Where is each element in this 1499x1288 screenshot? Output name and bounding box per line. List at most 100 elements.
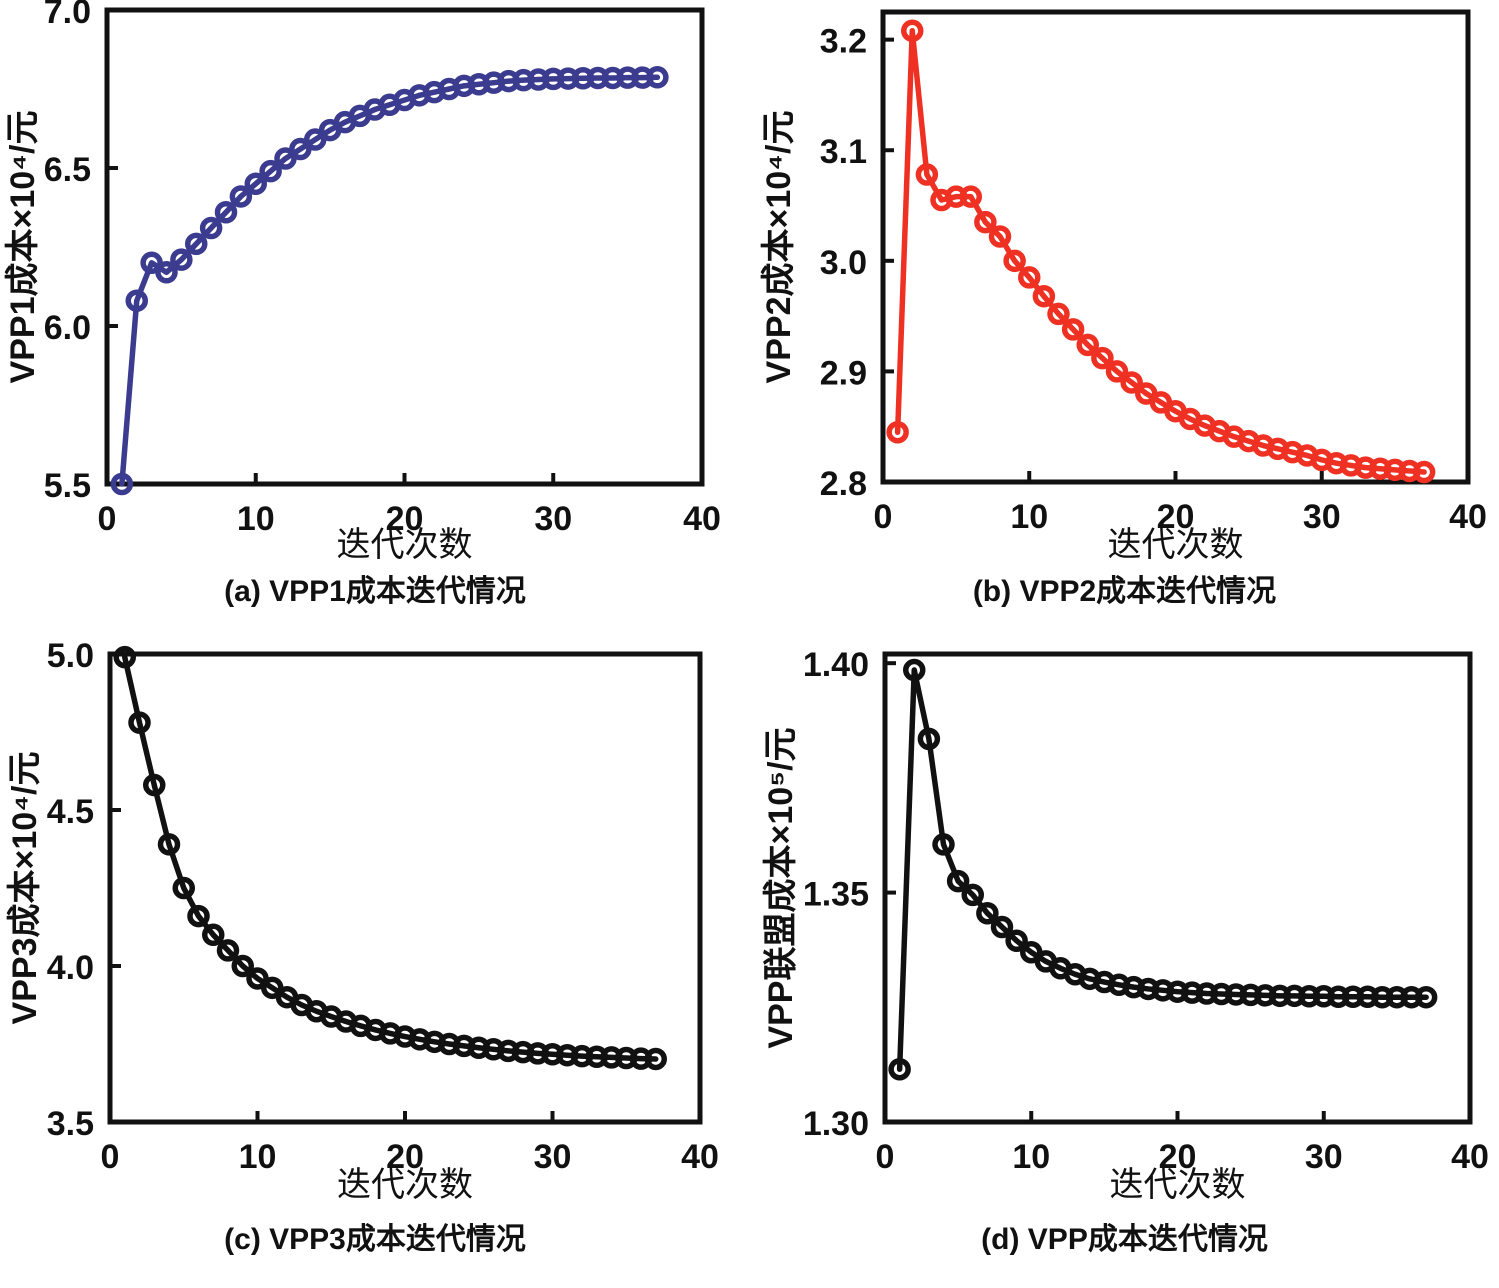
data-point bbox=[202, 923, 225, 947]
x-axis-title: 迭代次数 bbox=[337, 526, 473, 564]
data-point bbox=[113, 645, 136, 669]
data-point bbox=[1018, 266, 1041, 289]
y-tick-label: 1.40 bbox=[803, 646, 869, 684]
panel-c: 3.5 4.0 4.5 5.0 0 10 20 30 40 迭代次数 VPP3成本×10⁴/元 (c… bbox=[0, 640, 750, 1288]
data-point bbox=[1061, 318, 1085, 341]
y-tick-label: 1.35 bbox=[803, 876, 869, 914]
data-point bbox=[644, 1047, 667, 1071]
y-axis-title: VPP2成本×10⁴/元 bbox=[760, 111, 798, 384]
x-tick-label: 30 bbox=[534, 500, 572, 538]
x-tick-label: 40 bbox=[683, 500, 721, 538]
chart-a: 5.5 6.0 6.5 7.0 0 10 20 30 40 迭代次数 VPP1成本×10⁴/元 bbox=[4, 0, 721, 564]
chart-b: 2.8 2.9 3.0 3.1 3.2 0 10 20 30 40 迭代次数 VPP2成本×10⁴/元 bbox=[760, 9, 1487, 564]
y-tick-label: 3.2 bbox=[820, 23, 867, 61]
data-point bbox=[1047, 302, 1070, 326]
data-line bbox=[119, 74, 661, 487]
x-tick-label: 20 bbox=[386, 500, 424, 538]
x-tick-label: 10 bbox=[1010, 498, 1048, 536]
data-point bbox=[110, 472, 134, 496]
data-point bbox=[1003, 249, 1026, 273]
y-tick-label: 6.0 bbox=[44, 309, 91, 347]
caption-d: (d) VPP成本迭代情况 bbox=[981, 1223, 1268, 1256]
x-tick-label: 20 bbox=[1159, 1138, 1197, 1176]
x-tick-label: 10 bbox=[1012, 1138, 1050, 1176]
y-axis-title: VPP联盟成本×10⁵/元 bbox=[762, 727, 800, 1048]
y-tick-label: 6.5 bbox=[44, 151, 91, 189]
plot-frame bbox=[107, 651, 703, 1125]
y-tick-label: 1.30 bbox=[803, 1105, 869, 1143]
data-point bbox=[915, 163, 939, 186]
data-point bbox=[140, 251, 163, 275]
panel-b: 2.8 2.9 3.0 3.1 3.2 0 10 20 30 40 迭代次数 VPP2成本×10⁴/元… bbox=[750, 0, 1499, 640]
x-tick-label: 20 bbox=[1157, 498, 1195, 536]
x-axis-title: 迭代次数 bbox=[337, 1166, 473, 1204]
y-axis-title: VPP3成本×10⁴/元 bbox=[6, 752, 44, 1025]
y-axis-title: VPP1成本×10⁴/元 bbox=[4, 111, 42, 384]
y-tick-label: 3.0 bbox=[820, 244, 867, 282]
data-point bbox=[170, 248, 193, 271]
data-point bbox=[988, 225, 1012, 248]
data-point bbox=[961, 883, 984, 907]
data-point bbox=[274, 147, 297, 170]
data-point bbox=[1414, 985, 1438, 1009]
data-point bbox=[261, 976, 284, 1000]
x-tick-label: 30 bbox=[534, 1138, 572, 1176]
data-point bbox=[214, 200, 238, 224]
caption-b: (b) VPP2成本迭代情况 bbox=[972, 575, 1277, 608]
data-point bbox=[990, 915, 1014, 939]
data-point bbox=[888, 1057, 911, 1081]
x-tick-label: 40 bbox=[681, 1138, 719, 1176]
x-tick-label: 40 bbox=[1449, 498, 1487, 536]
data-point bbox=[1091, 346, 1114, 370]
data-markers bbox=[110, 66, 669, 496]
x-tick-label: 20 bbox=[386, 1138, 424, 1176]
data-point bbox=[1105, 360, 1129, 383]
data-point bbox=[886, 420, 909, 444]
panel-d: 1.30 1.35 1.40 0 10 20 30 40 迭代次数 VPP联盟成本×10⁵/元 (… bbox=[750, 640, 1499, 1288]
data-line bbox=[896, 667, 1429, 1072]
data-point bbox=[304, 128, 327, 151]
data-point bbox=[231, 954, 254, 978]
data-point bbox=[172, 876, 195, 900]
panel-a: 5.5 6.0 6.5 7.0 0 10 20 30 40 迭代次数 VPP1成本×10⁴/元 (a… bbox=[0, 0, 750, 640]
data-point bbox=[946, 869, 970, 893]
data-point bbox=[646, 66, 669, 89]
data-point bbox=[1412, 460, 1436, 484]
data-point bbox=[157, 833, 181, 856]
y-tick-label: 2.9 bbox=[820, 354, 867, 392]
data-point bbox=[246, 967, 269, 990]
y-tick-label: 7.0 bbox=[44, 0, 91, 31]
data-point bbox=[917, 727, 941, 751]
data-markers bbox=[886, 19, 1436, 484]
data-point bbox=[128, 711, 151, 734]
data-point bbox=[187, 904, 210, 928]
data-point bbox=[289, 137, 312, 161]
y-tick-label: 3.1 bbox=[820, 133, 867, 171]
x-tick-label: 10 bbox=[237, 500, 275, 538]
data-point bbox=[901, 19, 924, 43]
x-tick-label: 0 bbox=[874, 498, 893, 536]
y-tick-label: 5.0 bbox=[47, 640, 94, 675]
data-markers bbox=[113, 645, 667, 1071]
x-tick-label: 10 bbox=[239, 1138, 277, 1176]
caption-a: (a) VPP1成本迭代情况 bbox=[224, 575, 526, 608]
data-line bbox=[894, 28, 1427, 475]
x-axis-title: 迭代次数 bbox=[1110, 1166, 1246, 1204]
data-point bbox=[1005, 929, 1028, 953]
x-tick-label: 0 bbox=[101, 1138, 120, 1176]
data-point bbox=[125, 289, 148, 312]
data-point bbox=[959, 185, 982, 208]
x-tick-label: 30 bbox=[1305, 1138, 1343, 1176]
data-point bbox=[244, 172, 267, 196]
chart-d: 1.30 1.35 1.40 0 10 20 30 40 迭代次数 VPP联盟成本×10⁵/元 bbox=[762, 646, 1489, 1204]
data-point bbox=[976, 901, 999, 925]
x-tick-label: 0 bbox=[98, 500, 117, 538]
y-tick-label: 2.8 bbox=[820, 465, 867, 503]
y-tick-label: 5.5 bbox=[44, 467, 91, 505]
x-tick-label: 30 bbox=[1303, 498, 1341, 536]
caption-c: (c) VPP3成本迭代情况 bbox=[224, 1223, 526, 1256]
data-point bbox=[155, 261, 178, 284]
data-point bbox=[932, 833, 955, 856]
x-axis-title: 迭代次数 bbox=[1108, 526, 1244, 564]
